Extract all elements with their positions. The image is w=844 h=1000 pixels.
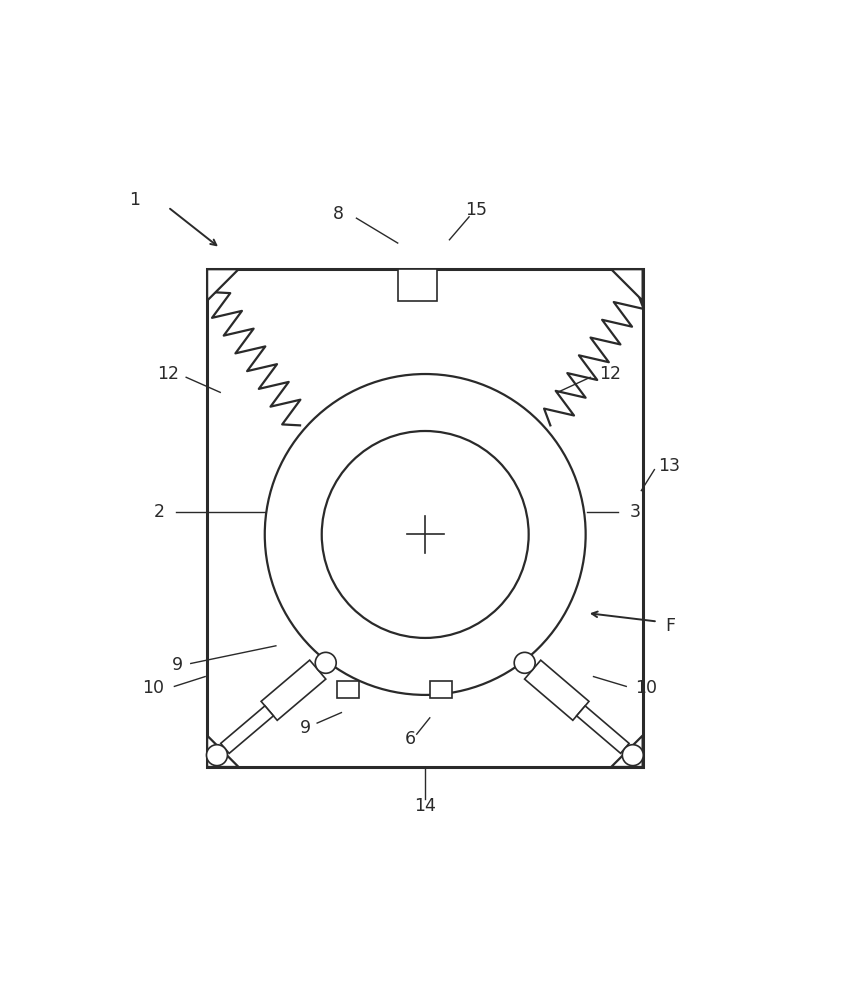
Text: 10: 10 xyxy=(634,679,656,697)
Text: 2: 2 xyxy=(154,503,165,521)
Polygon shape xyxy=(207,269,238,301)
Circle shape xyxy=(315,652,336,673)
Polygon shape xyxy=(430,681,452,698)
Text: 9: 9 xyxy=(172,656,183,674)
Text: 13: 13 xyxy=(657,457,679,475)
Polygon shape xyxy=(576,706,628,753)
Text: 14: 14 xyxy=(414,797,436,815)
Polygon shape xyxy=(610,269,642,301)
Polygon shape xyxy=(220,706,273,753)
Circle shape xyxy=(621,745,642,766)
Text: 12: 12 xyxy=(157,365,179,383)
Text: 10: 10 xyxy=(142,679,164,697)
Text: 12: 12 xyxy=(598,365,620,383)
Text: 1: 1 xyxy=(129,191,140,209)
Text: 8: 8 xyxy=(333,205,344,223)
Circle shape xyxy=(206,745,227,766)
Polygon shape xyxy=(398,269,436,301)
Polygon shape xyxy=(337,681,359,698)
Text: 3: 3 xyxy=(629,503,640,521)
Polygon shape xyxy=(207,736,238,767)
Text: 15: 15 xyxy=(464,201,486,219)
Polygon shape xyxy=(610,736,642,767)
Text: 9: 9 xyxy=(300,719,311,737)
Polygon shape xyxy=(261,660,326,720)
Polygon shape xyxy=(524,660,588,720)
Text: F: F xyxy=(664,617,674,635)
Circle shape xyxy=(514,652,534,673)
Text: 6: 6 xyxy=(404,730,415,748)
